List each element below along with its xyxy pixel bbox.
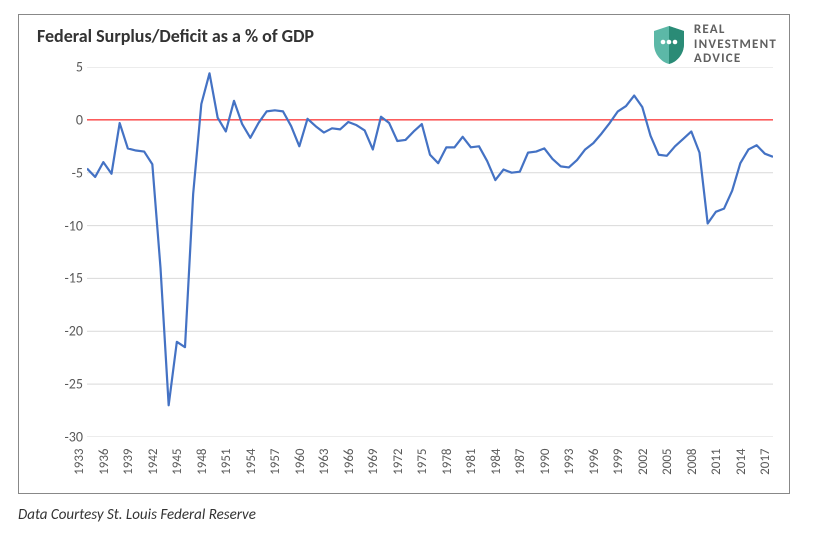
- x-tick-label: 2011: [709, 449, 724, 475]
- y-tick-label: -20: [65, 323, 83, 340]
- x-tick-label: 1945: [170, 449, 185, 475]
- y-tick-label: 5: [76, 59, 83, 76]
- y-tick-label: -10: [65, 217, 83, 234]
- y-tick-label: -15: [65, 270, 83, 287]
- brand-line2: INVESTMENT: [694, 38, 777, 53]
- plot-area: [87, 67, 773, 437]
- x-tick-label: 1951: [219, 449, 234, 475]
- x-tick-label: 1996: [587, 449, 602, 475]
- brand-line3: ADVICE: [694, 52, 777, 67]
- y-axis-labels: 50-5-10-15-20-25-30: [49, 67, 83, 437]
- x-tick-label: 1936: [97, 449, 112, 475]
- x-axis-labels: 1933193619391942194519481951195419571960…: [87, 441, 773, 491]
- chart-svg: [87, 67, 773, 437]
- x-tick-label: 1969: [366, 449, 381, 475]
- chart-frame: Federal Surplus/Deficit as a % of GDP RE…: [18, 14, 790, 494]
- y-tick-label: -5: [72, 164, 83, 181]
- x-tick-label: 1954: [244, 449, 259, 475]
- x-tick-label: 1948: [195, 449, 210, 475]
- brand-logo: REAL INVESTMENT ADVICE: [650, 23, 777, 67]
- x-tick-label: 1939: [121, 449, 136, 475]
- x-tick-label: 1975: [415, 449, 430, 475]
- brand-text: REAL INVESTMENT ADVICE: [694, 23, 777, 67]
- x-tick-label: 1972: [391, 449, 406, 475]
- x-tick-label: 2017: [758, 449, 773, 475]
- x-tick-label: 2005: [660, 449, 675, 475]
- x-tick-label: 1981: [464, 449, 479, 475]
- x-tick-label: 1963: [317, 449, 332, 475]
- x-tick-label: 2014: [734, 449, 749, 475]
- x-tick-label: 1978: [440, 449, 455, 475]
- x-tick-label: 1942: [146, 449, 161, 475]
- x-tick-label: 1990: [538, 449, 553, 475]
- x-tick-label: 1987: [513, 449, 528, 475]
- brand-line1: REAL: [694, 23, 777, 38]
- x-tick-label: 1999: [611, 449, 626, 475]
- y-tick-label: -30: [65, 429, 83, 446]
- x-tick-label: 2008: [685, 449, 700, 475]
- y-tick-label: -25: [65, 376, 83, 393]
- chart-caption: Data Courtesy St. Louis Federal Reserve: [18, 506, 256, 524]
- x-tick-label: 1984: [489, 449, 504, 475]
- y-tick-label: 0: [76, 111, 83, 128]
- x-tick-label: 1957: [268, 449, 283, 475]
- x-tick-label: 1960: [293, 449, 308, 475]
- chart-title: Federal Surplus/Deficit as a % of GDP: [37, 25, 314, 47]
- x-tick-label: 1993: [562, 449, 577, 475]
- shield-icon: [650, 24, 688, 66]
- x-tick-label: 2002: [636, 449, 651, 475]
- x-tick-label: 1933: [72, 449, 87, 475]
- x-tick-label: 1966: [342, 449, 357, 475]
